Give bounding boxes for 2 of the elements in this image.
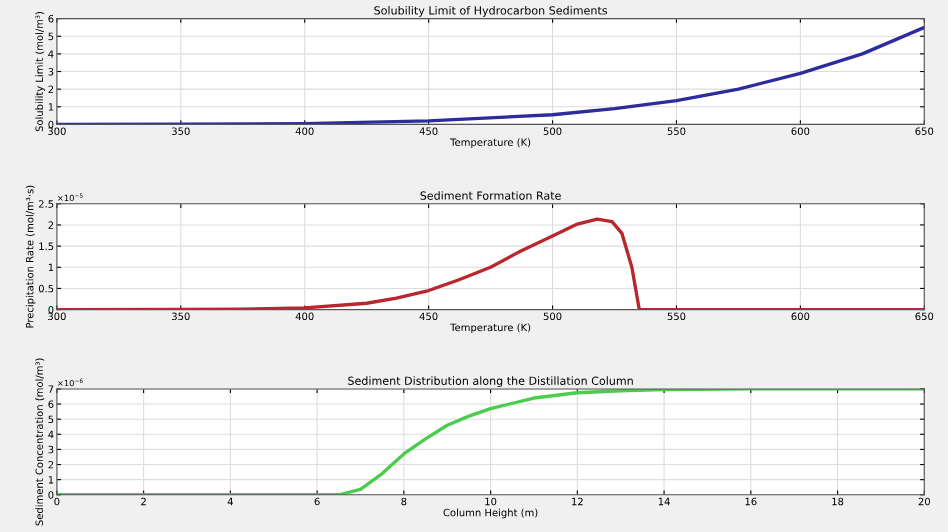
line-series [56,25,925,125]
line-series [56,388,925,495]
